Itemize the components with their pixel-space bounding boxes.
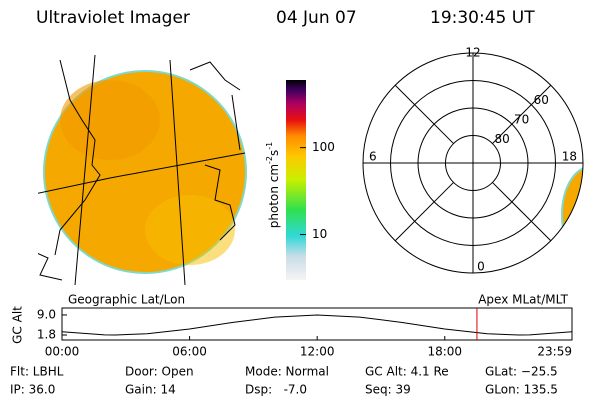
x-tick-label: 12:00	[300, 345, 335, 359]
info-field: IP: 36.0	[10, 383, 55, 397]
colorbar-tick-label: 10	[312, 227, 327, 241]
mlt-label: 6	[369, 150, 377, 164]
info-field: Mode: Normal	[245, 365, 329, 379]
info-field: Seq: 39	[365, 383, 411, 397]
x-tick-label: 18:00	[427, 345, 462, 359]
lat-label: 60	[534, 93, 549, 107]
title: Ultraviolet Imager	[36, 8, 190, 28]
info-field: Gain: 14	[125, 383, 176, 397]
info-field: Dsp: -7.0	[245, 383, 307, 397]
y-label: GC Alt	[11, 306, 25, 344]
time: 19:30:45 UT	[430, 8, 535, 28]
emission	[60, 80, 160, 160]
strip-title: Apex MLat/MLT	[478, 293, 568, 307]
lat-label: 70	[514, 112, 529, 126]
mlt-label: 0	[477, 260, 485, 274]
mlt-label: 18	[562, 150, 577, 164]
colorbar-label: photon cm-2s-1	[265, 142, 281, 229]
image-panel	[38, 54, 247, 286]
grid-lines	[38, 54, 246, 286]
diagonal	[492, 182, 552, 242]
info-field: GLat: −25.5	[485, 365, 558, 379]
strip-title: Geographic Lat/Lon	[68, 293, 185, 307]
mlt-label: 12	[465, 46, 480, 60]
x-tick-label: 06:00	[172, 345, 207, 359]
emission	[145, 195, 235, 265]
x-tick-label: 00:00	[45, 345, 80, 359]
info-field: Door: Open	[125, 365, 194, 379]
y-tick-label: 1.8	[37, 327, 56, 341]
colorbar-tick-label: 100	[312, 140, 335, 154]
info-field: GLon: 135.5	[485, 383, 558, 397]
y-tick-label: 9.0	[37, 307, 56, 321]
info-field: Flt: LBHL	[10, 365, 64, 379]
altitude-line	[61, 314, 573, 336]
date: 04 Jun 07	[276, 8, 357, 28]
info-field: GC Alt: 4.1 Re	[365, 365, 449, 379]
diagonal	[394, 182, 454, 242]
diagonal	[492, 84, 552, 144]
strip-frame	[61, 307, 573, 341]
lat-label: 80	[495, 132, 510, 146]
diagonal	[394, 84, 454, 144]
header: Ultraviolet Imager 04 Jun 07 19:30:45 UT	[36, 8, 535, 28]
colorbar	[286, 80, 306, 280]
x-tick-label: 23:59	[537, 345, 572, 359]
